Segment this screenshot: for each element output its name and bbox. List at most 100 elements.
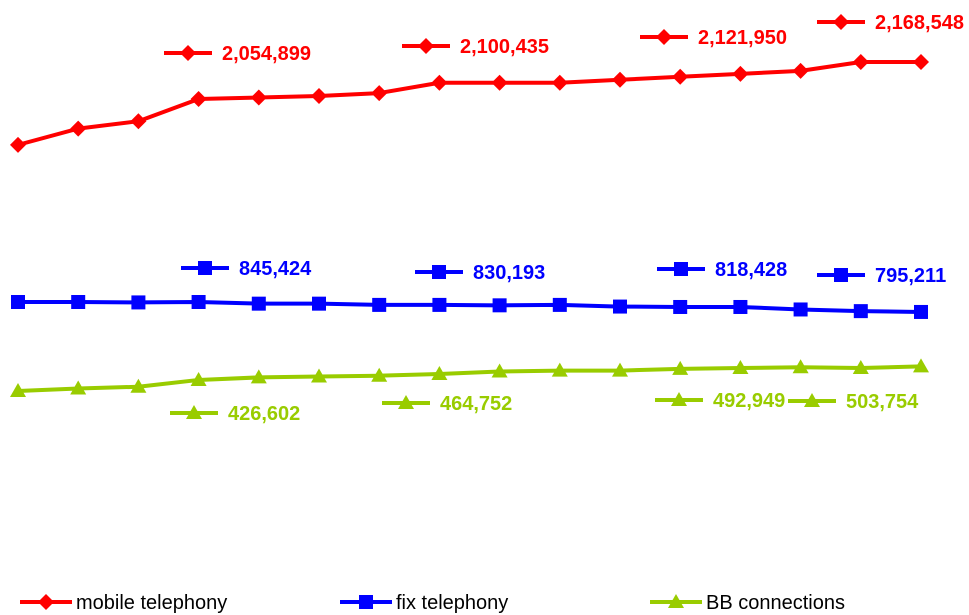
data-point-s2-10 — [552, 297, 567, 312]
data-label-text: 845,424 — [239, 258, 312, 280]
data-point-s3-1 — [10, 383, 26, 397]
data-point-s1-9 — [491, 74, 508, 91]
data-label-2: 2,100,435 — [402, 36, 549, 58]
data-point-s1-2 — [70, 120, 87, 137]
data-point-s1-7 — [371, 85, 388, 102]
data-point-s3-14 — [792, 359, 809, 374]
data-point-s3-7 — [371, 367, 388, 382]
series-line-1 — [17, 60, 921, 147]
data-label-marker — [674, 262, 688, 276]
data-point-s2-12 — [673, 299, 688, 314]
data-point-s2-9 — [492, 298, 507, 313]
data-label-marker — [186, 405, 202, 419]
data-label-text: 2,100,435 — [460, 36, 549, 58]
data-point-s2-5 — [251, 296, 266, 311]
data-label-marker — [656, 29, 672, 45]
data-point-s3-3 — [130, 378, 147, 393]
data-label-4: 2,168,548 — [817, 12, 964, 34]
data-point-s3-10 — [551, 362, 568, 377]
data-point-s2-11 — [613, 299, 627, 314]
data-label-11: 492,949 — [655, 390, 785, 412]
data-label-12: 503,754 — [788, 391, 919, 413]
legend-item-2: fix telephony — [340, 592, 508, 614]
data-point-s2-8 — [432, 297, 447, 312]
data-point-s1-11 — [612, 71, 628, 88]
series-line-2 — [18, 300, 922, 314]
series-line-3 — [17, 364, 922, 393]
data-label-text: 818,428 — [715, 259, 787, 281]
data-label-marker — [180, 45, 196, 61]
legend-label: BB connections — [706, 592, 845, 614]
data-label-5: 845,424 — [181, 258, 312, 280]
data-point-s3-12 — [672, 360, 689, 375]
data-point-s2-3 — [131, 295, 146, 310]
data-label-text: 2,121,950 — [698, 27, 787, 49]
legend-swatch-marker — [668, 594, 684, 608]
data-label-9: 426,602 — [170, 403, 300, 425]
data-label-6: 830,193 — [415, 262, 545, 284]
data-point-s2-4 — [191, 295, 206, 309]
data-label-marker — [804, 393, 820, 407]
data-point-s1-10 — [551, 74, 568, 91]
legend: mobile telephony fix telephony BB connecti… — [20, 592, 845, 614]
data-label-1: 2,054,899 — [164, 43, 311, 65]
data-point-s2-1 — [11, 295, 25, 309]
data-label-marker — [834, 268, 848, 282]
data-label-10: 464,752 — [382, 393, 512, 415]
legend-label: mobile telephony — [76, 592, 227, 614]
data-point-s2-15 — [853, 304, 868, 319]
data-point-s3-6 — [311, 368, 327, 383]
data-point-s1-5 — [250, 89, 267, 106]
data-point-s1-14 — [792, 62, 809, 79]
data-point-s1-16 — [913, 54, 929, 70]
legend-item-1: mobile telephony — [20, 592, 227, 614]
data-point-s3-5 — [250, 369, 267, 384]
legend-swatch-marker — [38, 594, 54, 610]
data-point-s3-8 — [431, 366, 448, 380]
data-point-s3-16 — [913, 358, 929, 373]
data-point-s2-7 — [372, 297, 387, 312]
data-point-s1-6 — [311, 88, 327, 105]
data-point-s1-15 — [852, 54, 869, 70]
data-point-s1-12 — [672, 68, 689, 85]
data-label-text: 2,054,899 — [222, 43, 311, 65]
data-point-s1-4 — [190, 91, 207, 107]
data-label-marker — [671, 392, 687, 406]
data-label-8: 795,211 — [817, 265, 946, 287]
data-label-text: 830,193 — [473, 262, 545, 284]
data-point-s1-13 — [732, 65, 749, 82]
data-point-s2-2 — [71, 295, 86, 309]
data-label-marker — [198, 261, 212, 275]
data-label-3: 2,121,950 — [640, 27, 787, 49]
data-label-marker — [398, 395, 414, 409]
data-label-text: 795,211 — [875, 265, 946, 287]
data-label-marker — [833, 14, 849, 30]
data-point-s1-8 — [431, 74, 448, 91]
data-point-s3-9 — [491, 363, 508, 378]
data-label-text: 2,168,548 — [875, 12, 964, 34]
data-label-7: 818,428 — [657, 259, 787, 281]
data-point-s3-15 — [852, 360, 869, 375]
series-layer — [10, 54, 929, 397]
data-point-s2-13 — [733, 299, 748, 314]
data-point-s1-3 — [130, 113, 147, 130]
data-point-s1-1 — [10, 136, 26, 153]
data-point-s2-6 — [312, 296, 326, 311]
legend-label: fix telephony — [396, 592, 508, 614]
data-label-text: 503,754 — [846, 391, 919, 413]
legend-swatch-marker — [359, 595, 373, 609]
data-point-s3-11 — [612, 362, 628, 377]
data-label-text: 492,949 — [713, 390, 785, 412]
data-point-s2-14 — [793, 302, 808, 317]
data-point-s3-2 — [70, 380, 87, 395]
data-label-marker — [418, 38, 434, 54]
data-label-text: 464,752 — [440, 393, 512, 415]
data-label-text: 426,602 — [228, 403, 300, 425]
data-label-marker — [432, 265, 446, 279]
data-point-s2-16 — [914, 304, 928, 319]
data-point-s3-13 — [732, 360, 749, 375]
data-point-s3-4 — [190, 371, 207, 386]
legend-item-3: BB connections — [650, 592, 845, 614]
annotation-layer: 2,054,899 2,100,435 2,121,950 2,168,548 845,… — [164, 12, 964, 425]
